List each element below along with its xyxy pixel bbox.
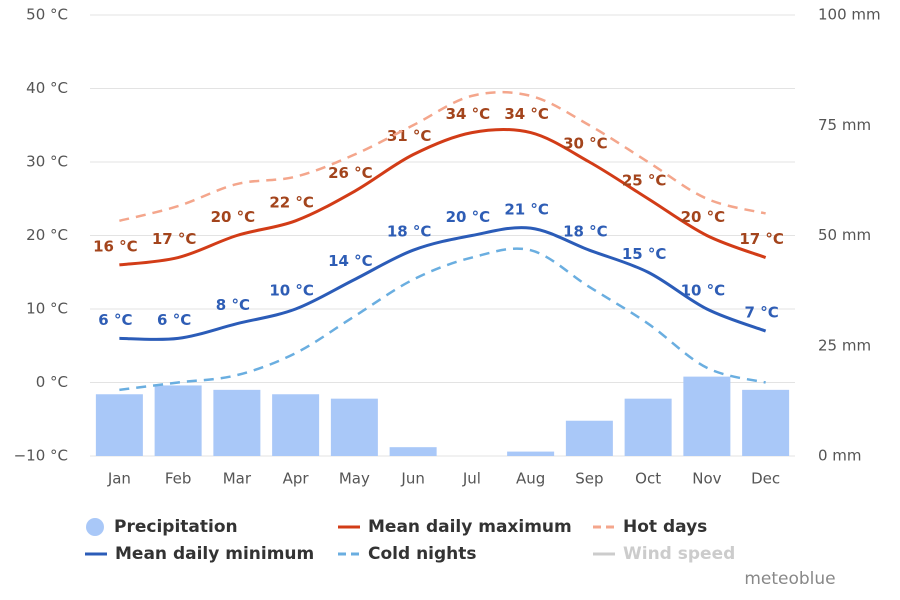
y2-tick-label: 100 mm [818,6,881,24]
data-label: 21 °C [504,201,549,219]
data-label: 8 °C [216,296,250,314]
data-label: 25 °C [622,171,667,189]
y-tick-label: −10 °C [14,447,68,465]
bar [624,398,672,456]
y2-tick-label: 0 mm [818,447,862,465]
bar [507,451,555,456]
data-label: 34 °C [446,105,491,123]
line [119,247,766,392]
y-tick-label: 40 °C [26,79,68,97]
y2-tick-label: 25 mm [818,336,871,354]
data-label: 6 °C [98,311,132,329]
data-label: 7 °C [745,304,779,322]
y-tick-label: 50 °C [26,6,68,24]
line [119,127,767,267]
data-label: 18 °C [387,223,432,241]
data-label: 15 °C [622,245,667,263]
data-label: 10 °C [269,282,314,300]
data-label: 26 °C [328,164,373,182]
y-tick-label: 30 °C [26,153,68,171]
x-tick-label: May [339,470,370,488]
y-tick-label: 0 °C [36,373,68,391]
data-label: 10 °C [681,282,726,300]
data-label: 22 °C [269,193,314,211]
data-label: 17 °C [739,230,784,248]
bar [389,447,437,456]
x-tick-label: Dec [751,470,780,488]
x-tick-label: Jun [400,470,424,488]
line [119,90,766,223]
data-label: 6 °C [157,311,191,329]
data-label: 30 °C [563,135,608,153]
line [119,226,767,341]
y2-tick-label: 75 mm [818,116,871,134]
x-tick-label: Jan [107,470,131,488]
bar [95,394,143,456]
bar [330,398,378,456]
legend-label: Wind speed [623,544,735,564]
bar [742,389,790,456]
bar [683,376,731,456]
x-tick-label: Feb [165,470,192,488]
legend-label: Cold nights [368,544,477,564]
data-label: 14 °C [328,252,373,270]
y-tick-label: 20 °C [26,226,68,244]
x-tick-label: Apr [283,470,310,488]
data-label: 16 °C [93,237,138,255]
credit: meteoblue [744,569,835,589]
legend-label: Mean daily maximum [368,517,572,537]
x-tick-label: Sep [575,470,603,488]
data-label: 31 °C [387,127,432,145]
x-tick-label: Nov [692,470,721,488]
x-tick-label: Aug [516,470,545,488]
data-label: 17 °C [152,230,197,248]
legend-label: Precipitation [114,517,238,537]
legend-label: Mean daily minimum [115,544,314,564]
x-tick-label: Oct [635,470,661,488]
legend-label: Hot days [623,517,707,537]
bar [272,394,320,456]
bar [565,420,613,456]
data-label: 34 °C [504,105,549,123]
x-tick-label: Mar [223,470,252,488]
bar [154,385,202,456]
y-tick-label: 10 °C [26,300,68,318]
data-label: 20 °C [681,208,726,226]
x-tick-label: Jul [462,470,481,488]
data-label: 20 °C [211,208,256,226]
data-label: 18 °C [563,223,608,241]
data-label: 20 °C [446,208,491,226]
legend-swatch [86,518,104,536]
y2-tick-label: 50 mm [818,226,871,244]
bar [213,389,261,456]
